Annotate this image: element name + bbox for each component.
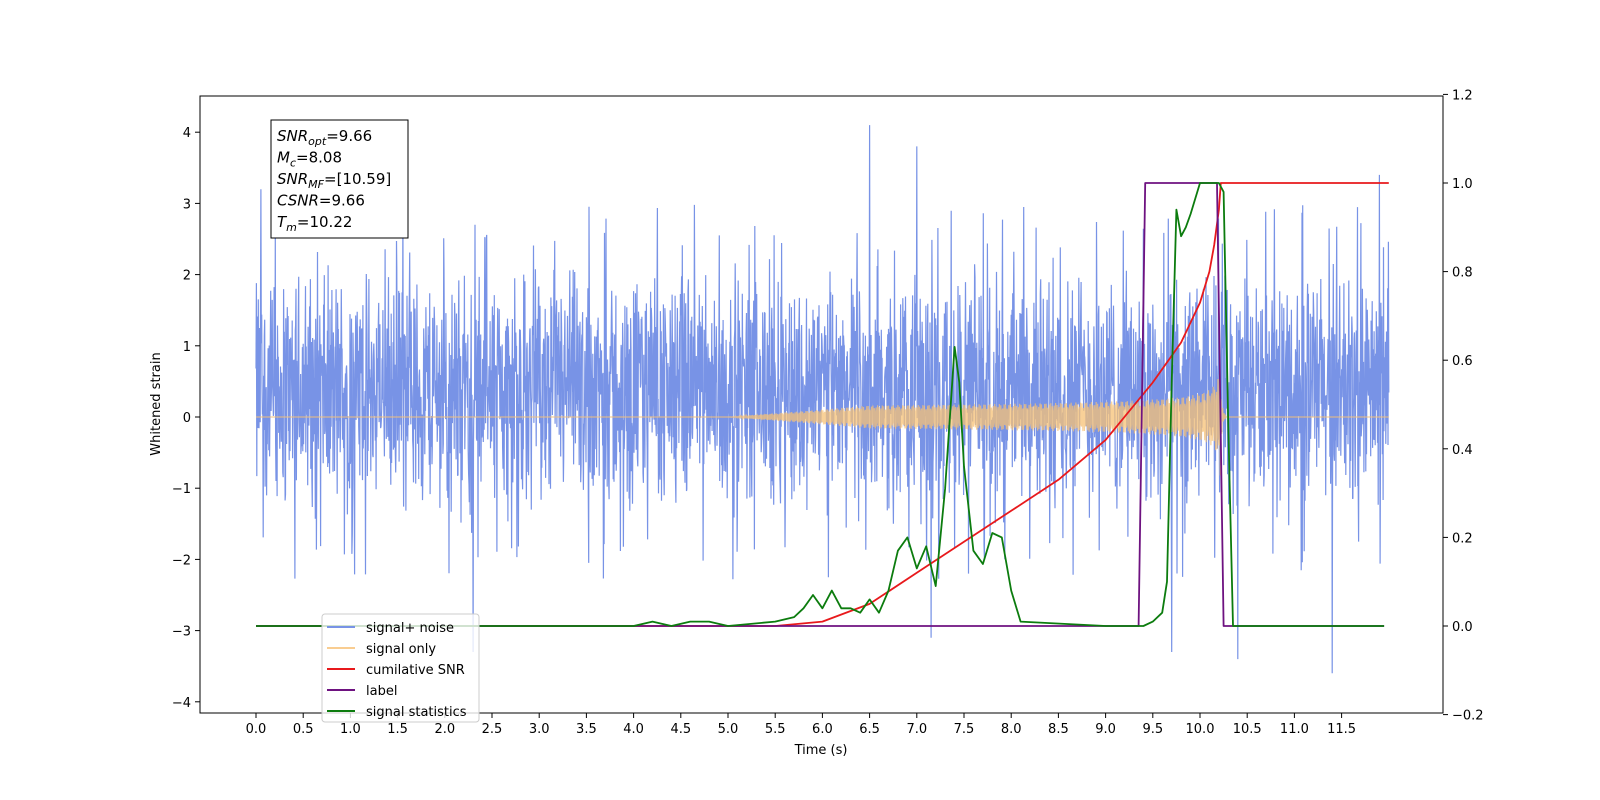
x-tick-label: 8.0 [1001, 722, 1022, 737]
annotation-line: SNRopt=9.66 [277, 127, 372, 148]
y-tick-label: −2 [172, 553, 191, 568]
y-tick-label: 1 [183, 340, 191, 355]
legend-label-signal-only: signal only [366, 642, 436, 657]
legend-label-signal-noise: signal+ noise [366, 621, 454, 636]
annotation-value: =8.08 [296, 149, 342, 167]
x-tick-label: 10.0 [1186, 722, 1215, 737]
annotation-value: =9.66 [326, 127, 372, 145]
legend-label-signal-statistics: signal statistics [366, 705, 467, 720]
x-tick-label: 1.5 [387, 722, 408, 737]
annotation-line: SNRMF=[10.59] [277, 170, 391, 191]
x-tick-label: 9.5 [1142, 722, 1163, 737]
y-tick-label: −1 [172, 482, 191, 497]
annotation-box: SNRopt=9.66Mc=8.08SNRMF=[10.59]CSNR=9.66… [270, 119, 409, 239]
x-tick-label: 8.5 [1048, 722, 1069, 737]
y-right-tick-label: 1.2 [1452, 88, 1473, 103]
legend-label-label: label [366, 684, 397, 699]
annotation-symbol: CSNR [277, 192, 319, 210]
y-right-tick-label: −0.2 [1452, 709, 1484, 724]
annotation-value: =[10.59] [324, 170, 391, 188]
y-tick-label: −3 [172, 625, 191, 640]
y-tick-label: 0 [183, 411, 191, 426]
y-axis-left: 4 3 2 1 0 −1 −2 −3 −4 [172, 126, 200, 711]
x-tick-label: 11.0 [1280, 722, 1309, 737]
y-axis-right: 1.2 1.0 0.8 0.6 0.4 0.2 0.0 −0.2 [1443, 88, 1484, 724]
annotation-subscript: MF [308, 178, 324, 191]
x-tick-label: 2.5 [482, 722, 503, 737]
x-axis: 0.0 0.5 1.0 1.5 2.0 2.5 3.0 3.5 4.0 4.5 5.0 5.5 6.0 6… [246, 713, 1356, 737]
annotation-subscript: c [290, 157, 296, 170]
y-tick-label: 2 [183, 269, 191, 284]
annotation-subscript: m [286, 221, 297, 234]
x-tick-label: 0.0 [246, 722, 267, 737]
y-right-tick-label: 0.6 [1452, 354, 1473, 369]
annotation-line: Tm=10.22 [277, 213, 352, 234]
plot-series-layer [255, 125, 1390, 674]
x-tick-label: 10.5 [1233, 722, 1262, 737]
legend-frame [321, 613, 480, 723]
x-tick-label: 0.5 [293, 722, 314, 737]
x-tick-label: 6.5 [859, 722, 880, 737]
annotation-symbol: M [277, 149, 290, 167]
x-tick-label: 4.5 [670, 722, 691, 737]
y-right-tick-label: 0.4 [1452, 443, 1473, 458]
x-tick-label: 1.0 [340, 722, 361, 737]
annotation-line: CSNR=9.66 [277, 192, 365, 210]
x-tick-label: 6.0 [812, 722, 833, 737]
annotation-symbol: SNR [277, 170, 308, 188]
x-tick-label: 5.0 [718, 722, 739, 737]
plot-frame [199, 95, 1444, 714]
x-tick-label: 2.0 [434, 722, 455, 737]
x-tick-label: 3.5 [576, 722, 597, 737]
legend-label-cumilative-snr: cumilative SNR [366, 663, 465, 678]
x-axis-label: Time (s) [794, 743, 848, 758]
annotation-symbol: SNR [277, 127, 308, 145]
y-right-tick-label: 0.0 [1452, 620, 1473, 635]
x-tick-label: 7.0 [906, 722, 927, 737]
y-tick-label: 3 [183, 197, 191, 212]
x-tick-label: 3.0 [529, 722, 550, 737]
x-tick-label: 5.5 [765, 722, 786, 737]
annotation-symbol: T [277, 213, 288, 231]
x-tick-label: 9.0 [1095, 722, 1116, 737]
series-signal-statistics [256, 182, 1385, 627]
legend: signal+ noise signal only cumilative SNR la… [321, 613, 480, 723]
y-right-tick-label: 1.0 [1452, 177, 1473, 192]
x-tick-label: 11.5 [1327, 722, 1356, 737]
y-right-tick-label: 0.8 [1452, 266, 1473, 281]
series-signal-only [256, 374, 1389, 476]
x-tick-label: 7.5 [954, 722, 975, 737]
y-axis-label: Whitened strain [149, 352, 164, 455]
annotation-value: =10.22 [297, 213, 353, 231]
annotation-frame [270, 119, 409, 239]
annotation-value: =9.66 [319, 192, 365, 210]
y-right-tick-label: 0.2 [1452, 531, 1473, 546]
x-tick-label: 4.0 [623, 722, 644, 737]
y-tick-label: −4 [172, 696, 191, 711]
annotation-subscript: opt [308, 135, 327, 148]
y-tick-label: 4 [183, 126, 191, 141]
annotation-line: Mc=8.08 [277, 149, 342, 170]
